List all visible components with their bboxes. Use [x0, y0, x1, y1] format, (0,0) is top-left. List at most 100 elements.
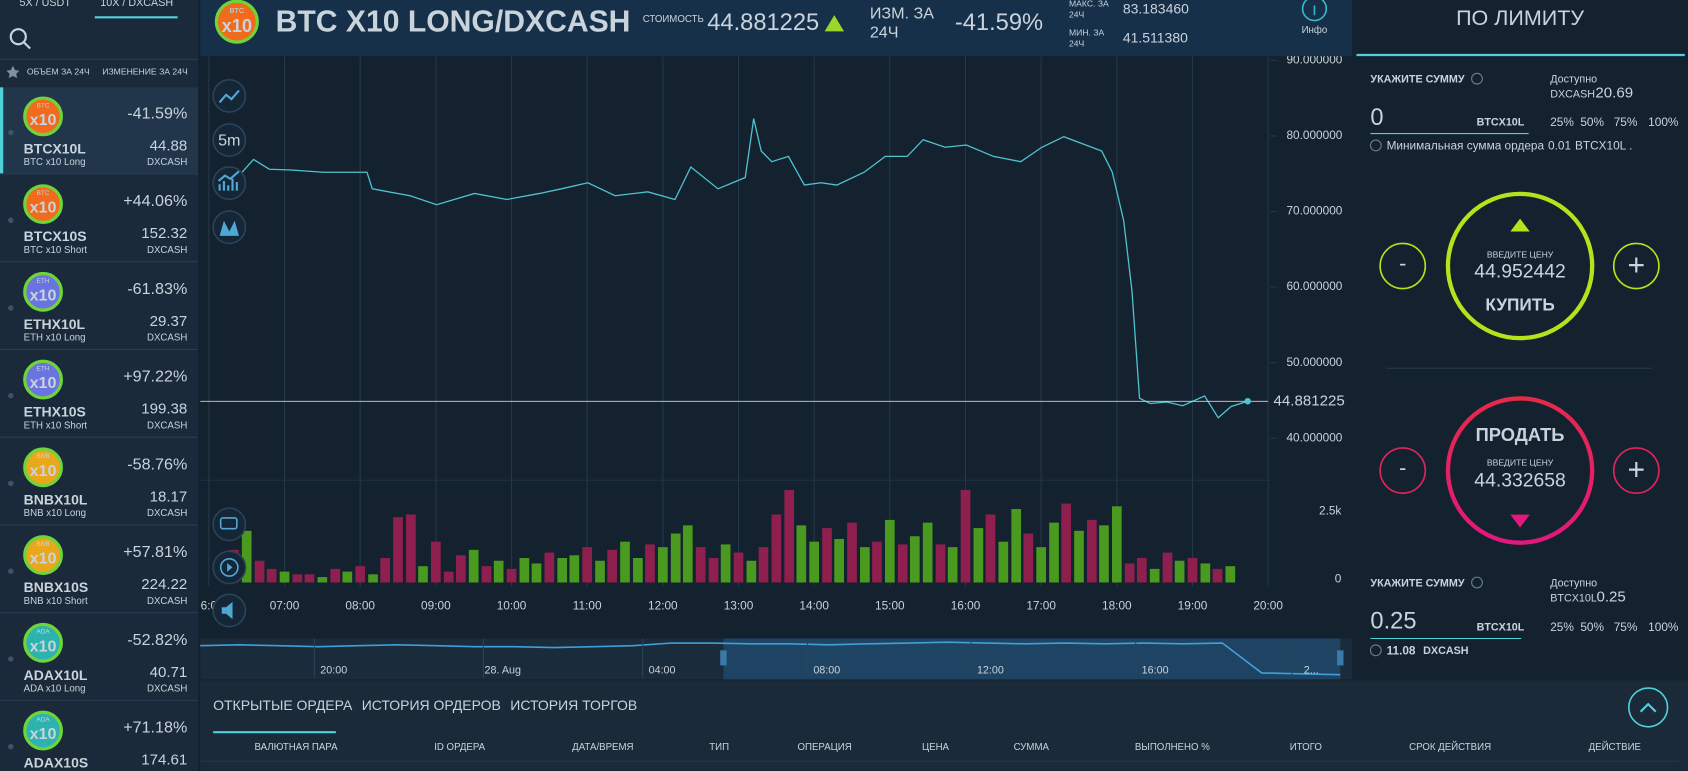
percent-button[interactable]: 75% — [1614, 620, 1638, 634]
buy-price[interactable]: 44.952442 — [1474, 261, 1566, 283]
volume-bar — [633, 558, 643, 583]
info-label[interactable]: Инфо — [1302, 25, 1328, 36]
play-icon — [227, 563, 233, 572]
volume-bar — [1149, 568, 1160, 583]
avail: 20.69 — [1595, 85, 1633, 102]
minus[interactable]: - — [1399, 456, 1406, 480]
tool-button[interactable] — [212, 166, 247, 201]
tool-button[interactable] — [212, 123, 247, 158]
quote: DXCASH — [147, 245, 187, 256]
price: 44.881225 — [707, 10, 819, 36]
y-tick-label: 60.000000 — [1286, 279, 1342, 293]
volume-bar — [771, 514, 782, 583]
star-icon[interactable] — [6, 65, 20, 79]
volume-bar — [595, 560, 605, 583]
tab[interactable]: 10X / DXCASH — [100, 0, 173, 9]
orders-tab[interactable]: ОТКРЫТЫЕ ОРДЕРА — [213, 697, 353, 713]
volume-bar — [708, 558, 719, 583]
buy-button[interactable] — [1445, 191, 1595, 341]
plus[interactable]: + — [1628, 249, 1646, 282]
sell-label[interactable]: ПРОДАТЬ — [1476, 424, 1565, 445]
price-hint: ВВЕДИТЕ ЦЕНУ — [1487, 250, 1554, 260]
plus[interactable]: + — [1628, 454, 1646, 487]
sell-price[interactable]: 44.332658 — [1474, 469, 1566, 491]
orders-header: ВАЛЮТНАЯ ПАРА ID ОРДЕРА ДАТА/ВРЕМЯ ТИП ОПЕРА… — [255, 741, 1642, 753]
percent-button[interactable]: 50% — [1580, 115, 1604, 129]
symbol: ADAX10S — [24, 755, 89, 771]
change: +57.81% — [123, 543, 187, 561]
percent-button[interactable]: 100% — [1648, 115, 1679, 129]
percent-button[interactable]: 75% — [1614, 115, 1638, 129]
amount-input[interactable]: 0 — [1370, 105, 1383, 131]
volume-bar — [1200, 563, 1211, 583]
last-point — [1244, 397, 1251, 405]
minus-button[interactable] — [1379, 242, 1427, 290]
volume-bar — [443, 571, 454, 583]
buy-label[interactable]: КУПИТЬ — [1485, 294, 1554, 314]
minus[interactable]: - — [1399, 252, 1406, 276]
badge-coin: ADA — [36, 629, 50, 636]
min-label: МИН. ЗА — [1069, 28, 1105, 38]
status-dot — [8, 393, 14, 399]
total: 11.08 — [1387, 644, 1416, 658]
collapse-button[interactable] — [1627, 687, 1669, 728]
x-tick-label: 17:00 — [1026, 598, 1056, 612]
volume-bar — [847, 522, 857, 583]
sell-button[interactable] — [1445, 396, 1595, 545]
up-arrow[interactable] — [1510, 218, 1530, 232]
down-arrow[interactable] — [1510, 514, 1530, 528]
tool-button[interactable] — [212, 210, 247, 245]
volume-bar — [935, 544, 946, 583]
volume-bar — [431, 541, 441, 583]
tool-button[interactable] — [212, 78, 247, 113]
price-label: СТОИМОСТЬ — [643, 14, 704, 25]
amount-input[interactable]: 0.25 — [1370, 609, 1416, 635]
navigator-handle[interactable] — [1337, 650, 1344, 666]
x-tick-label: 13:00 — [724, 598, 754, 612]
header-bar — [200, 0, 1353, 57]
minus-button[interactable] — [1379, 447, 1427, 494]
tab[interactable]: 5X / USDT — [20, 0, 72, 9]
plus-button[interactable] — [1612, 242, 1660, 290]
volume-bar — [645, 544, 655, 583]
percent-button[interactable]: 100% — [1648, 620, 1679, 634]
x-tick-label: 18:00 — [1102, 598, 1132, 612]
volume-bar — [368, 574, 378, 583]
percent-button[interactable]: 50% — [1580, 620, 1604, 634]
sort[interactable]: ИЗМЕНЕНИЕ ЗА 24Ч — [102, 67, 188, 77]
panel-title[interactable]: ПО ЛИМИТУ — [1456, 6, 1584, 30]
draw-icon — [219, 220, 239, 236]
chat-icon — [219, 517, 238, 530]
volume-bar — [342, 571, 353, 583]
min: 41.511380 — [1123, 30, 1188, 46]
pair-title: BTC X10 LONG/DXCASH — [276, 6, 631, 39]
plus-button[interactable] — [1612, 447, 1660, 494]
x-tick-label: 10:00 — [497, 598, 527, 612]
volume-bar — [682, 525, 693, 583]
active-marker — [0, 87, 4, 174]
volume-bar — [1111, 506, 1122, 583]
orders-tab[interactable]: ИСТОРИЯ ОРДЕРОВ — [362, 697, 501, 713]
avail-label: Доступно — [1550, 74, 1597, 86]
description: ETH x10 Long — [24, 333, 86, 344]
info-icon — [1471, 72, 1483, 85]
navigator-handle[interactable] — [720, 650, 727, 666]
volume-bar — [455, 555, 466, 583]
volume-bar — [418, 566, 428, 583]
sort[interactable]: ОБЪЕМ ЗА 24Ч — [27, 67, 90, 77]
tool-button[interactable] — [212, 507, 247, 542]
orders-tab[interactable]: ИСТОРИЯ ТОРГОВ — [510, 697, 637, 713]
interval[interactable]: 5m — [218, 131, 240, 149]
badge — [23, 96, 63, 137]
percent-button[interactable]: 25% — [1550, 115, 1574, 129]
badge — [23, 271, 63, 312]
badge-lev: x10 — [30, 725, 57, 743]
percent-button[interactable]: 25% — [1550, 620, 1574, 634]
volume-bar — [695, 547, 706, 583]
badge — [23, 710, 63, 751]
info-icon[interactable] — [1301, 0, 1328, 22]
column-header: СРОК ДЕЙСТВИЯ — [1409, 741, 1491, 753]
search-icon[interactable] — [9, 28, 27, 46]
